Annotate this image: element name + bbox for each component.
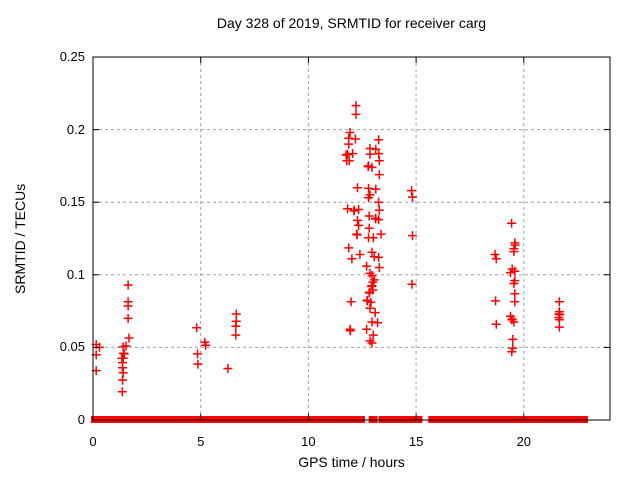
y-tick-label: 0.25 [59, 49, 85, 64]
y-tick-label: 0.15 [59, 194, 85, 210]
y-tick-label: 0.05 [59, 339, 85, 355]
x-tick-label: 10 [301, 434, 316, 449]
y-tick-label: 0.2 [66, 121, 85, 137]
x-axis-label: GPS time / hours [298, 454, 405, 470]
x-tick-label: 15 [408, 434, 424, 449]
y-tick-label: 0 [77, 412, 85, 427]
x-tick-label: 0 [89, 434, 97, 449]
y-tick-label: 0.1 [66, 266, 85, 282]
x-tick-label: 20 [516, 434, 532, 449]
chart-title: Day 328 of 2019, SRMTID for receiver car… [216, 15, 487, 31]
y-axis-label: SRMTID / TECUs [12, 183, 28, 295]
x-tick-label: 5 [197, 434, 205, 449]
